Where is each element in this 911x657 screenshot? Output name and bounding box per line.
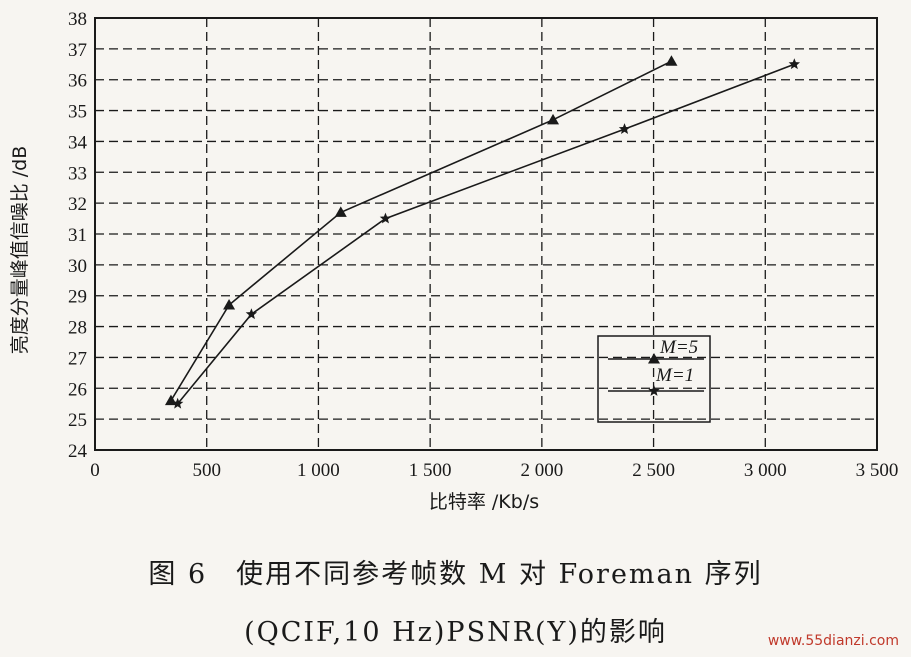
plot-frame	[94, 17, 878, 451]
legend-label-m5: M=5	[659, 337, 698, 358]
y-tick-label: 31	[68, 225, 87, 246]
y-tick-label: 32	[68, 194, 87, 215]
data-point	[788, 58, 801, 70]
tick-labels: 0 500 1 000 1 500 2 000 2 500 3 000 3 500 24 25 26…	[68, 9, 898, 481]
data-point	[245, 308, 258, 320]
x-tick-label: 0	[90, 460, 100, 481]
series	[164, 55, 801, 409]
x-tick-label: 2 000	[520, 460, 563, 481]
x-axis-title: 比特率 /Kb/s	[429, 491, 539, 513]
legend-box	[597, 335, 711, 423]
x-tick-label: 500	[192, 460, 221, 481]
y-tick-label: 36	[68, 71, 87, 92]
data-point	[547, 113, 560, 125]
y-tick-label: 37	[68, 40, 87, 61]
data-point	[334, 206, 347, 217]
series-line-m5	[170, 60, 672, 402]
watermark: www.55dianzi.com	[767, 633, 899, 649]
y-tick-label: 26	[68, 379, 87, 400]
y-tick-label: 24	[68, 441, 88, 462]
grid	[95, 18, 877, 450]
y-tick-label: 30	[68, 256, 87, 277]
legend-label-m1: M=1	[655, 365, 694, 386]
y-tick-label: 38	[68, 9, 87, 30]
figure-caption-line1: 图 6 使用不同参考帧数 M 对 Foreman 序列	[148, 559, 763, 590]
y-tick-label: 34	[68, 132, 88, 153]
y-tick-label: 27	[68, 348, 87, 369]
legend-marker-m5	[648, 353, 660, 364]
chart: 0 500 1 000 1 500 2 000 2 500 3 000 3 500 24 25 26…	[9, 9, 898, 513]
y-tick-label: 25	[68, 410, 87, 431]
data-point	[618, 123, 631, 134]
x-tick-label: 2 500	[632, 460, 675, 481]
data-point	[379, 212, 392, 224]
legend: M=5 M=1	[597, 335, 711, 423]
y-tick-label: 29	[68, 287, 87, 308]
x-tick-label: 1 000	[297, 460, 340, 481]
data-point	[171, 397, 184, 409]
x-tick-label: 3 500	[856, 460, 899, 481]
x-tick-label: 1 500	[409, 460, 452, 481]
y-tick-label: 33	[68, 163, 87, 184]
x-tick-label: 3 000	[744, 460, 787, 481]
y-tick-label: 28	[68, 318, 87, 339]
data-point	[665, 55, 678, 66]
y-tick-label: 35	[68, 102, 87, 123]
y-axis-title: 亮度分量峰值信噪比 /dB	[9, 146, 31, 355]
data-point	[223, 298, 236, 310]
figure-caption-line2: (QCIF,10 Hz)PSNR(Y)的影响	[244, 617, 667, 648]
legend-marker-m1	[648, 385, 660, 396]
